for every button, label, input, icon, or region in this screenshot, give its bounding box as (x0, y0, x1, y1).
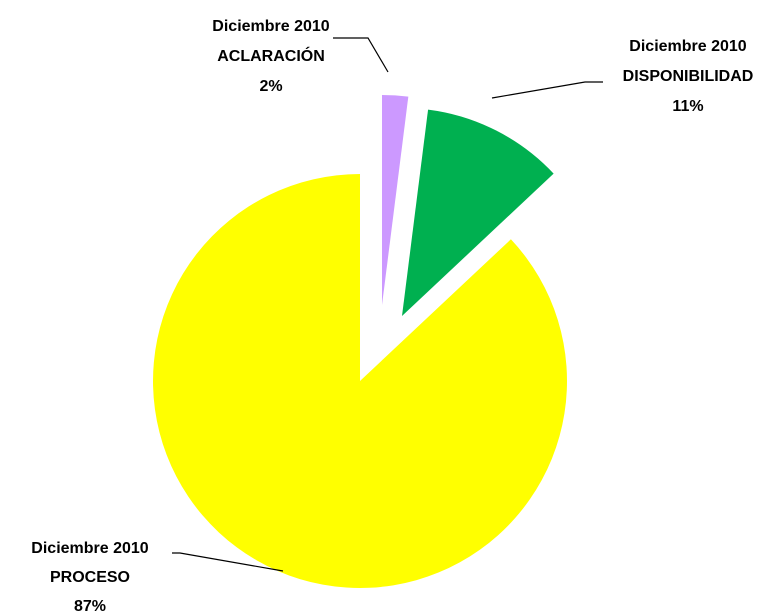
data-label-proceso: Diciembre 2010 PROCESO 87% (31, 540, 149, 615)
leader-line (333, 37, 389, 73)
pie-slice-proceso (153, 174, 568, 588)
data-label-series: Diciembre 2010 (212, 18, 330, 35)
data-label-percent: 11% (672, 98, 703, 115)
data-label-series: Diciembre 2010 (31, 540, 149, 557)
pie-slice-disponibilidad (402, 109, 554, 316)
data-label-aclaracion: Diciembre 2010 ACLARACIÓN 2% (212, 18, 330, 95)
pie-slices (153, 95, 568, 588)
data-label-percent: 2% (259, 78, 282, 95)
leader-line (172, 552, 284, 572)
data-label-percent: 87% (74, 598, 106, 611)
leader-line (491, 81, 603, 99)
data-label-series: Diciembre 2010 (629, 38, 747, 55)
data-label-category: DISPONIBILIDAD (623, 68, 754, 85)
data-label-category: ACLARACIÓN (217, 46, 325, 65)
leader-lines (172, 37, 603, 572)
data-label-disponibilidad: Diciembre 2010 DISPONIBILIDAD 11% (623, 38, 754, 115)
data-label-category: PROCESO (50, 569, 130, 586)
pie-slice-aclaracion (382, 95, 409, 305)
